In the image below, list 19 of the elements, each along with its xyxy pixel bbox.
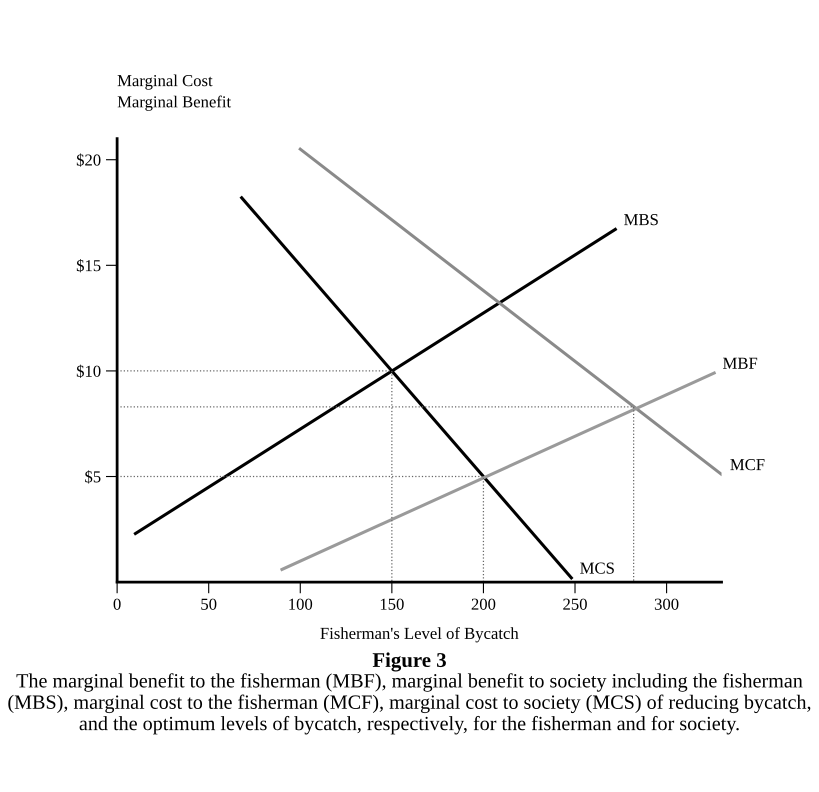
x-tick-label: 0: [114, 598, 121, 610]
y-tick-label: $20: [76, 153, 101, 167]
series-label: MCS: [580, 562, 614, 574]
x-tick-label: 50: [201, 598, 216, 610]
series-label: MBF: [723, 358, 758, 369]
x-tick-label: 300: [654, 598, 678, 610]
series-label: MBS: [624, 214, 658, 226]
x-tick-label: 250: [563, 598, 587, 610]
text: Figure 3: [372, 652, 446, 672]
series-label: MCF: [730, 459, 764, 470]
y-tick-label: $5: [85, 470, 100, 484]
text: The marginal benefit to the fisherman (MBF), marginal benefit to society including the fisherman (MBS), marginal cost to the fisherman (MCF), marginal cost to society (MCS) of reducing bycatch, and the optimum levels of bycatch, respectively, for the fisherman and for society.: [8, 673, 810, 734]
x-tick-label: 150: [380, 598, 404, 610]
y-tick-label: $10: [76, 364, 101, 378]
x-axis-title: Fisherman's Level of Bycatch: [320, 627, 518, 642]
y-tick-label: $15: [76, 259, 100, 272]
y-axis-title: Marginal Cost Marginal Benefit: [118, 74, 232, 111]
x-tick-label: 200: [472, 598, 496, 610]
x-tick-label: 100: [289, 598, 312, 610]
